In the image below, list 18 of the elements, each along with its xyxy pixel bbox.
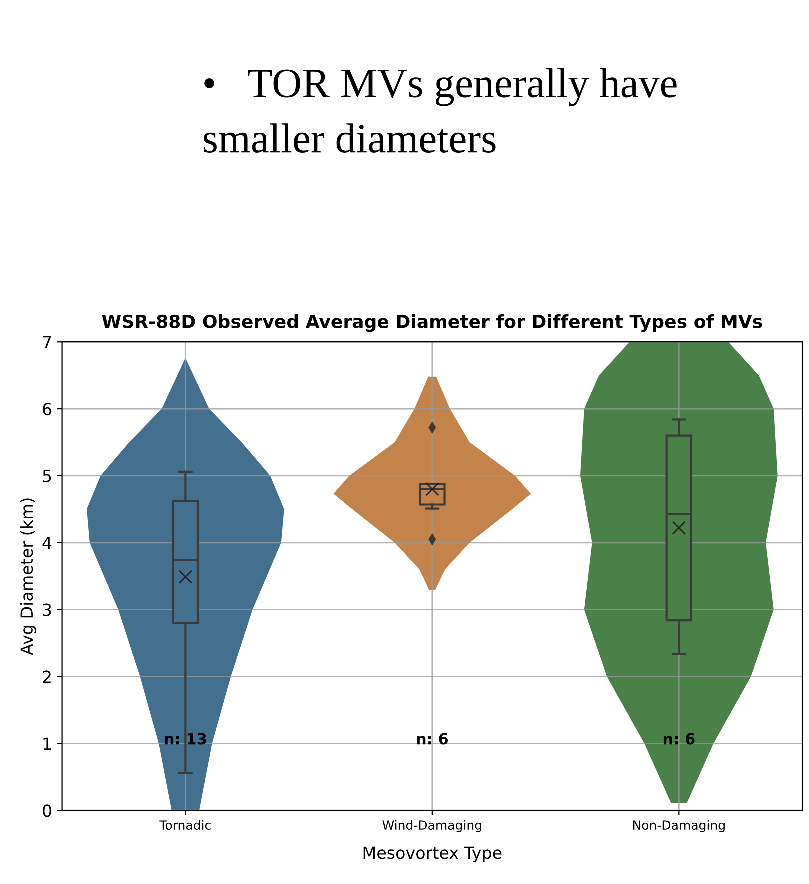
annotation: n: 13: [165, 733, 206, 745]
chart-title: WSR-88D Observed Average Diameter for Different Types of MVs: [102, 314, 762, 332]
x-axis-title: Mesovortex Type: [364, 846, 502, 862]
y-tick-label: 5: [43, 470, 52, 483]
annotation: n: 6: [664, 733, 695, 745]
y-tick-label: 1: [44, 738, 52, 750]
y-tick-label: 0: [43, 804, 52, 818]
y-tick-label: 4: [42, 537, 52, 550]
y-axis-title: Avg Diameter (km): [20, 498, 36, 656]
y-tick-label: 3: [43, 604, 52, 616]
x-tick-label: Tornadic: [160, 820, 211, 830]
x-tick-label: Non-Damaging: [633, 820, 725, 832]
y-tick-label: 2: [43, 670, 51, 684]
y-tick-label: 7: [43, 336, 52, 348]
text: • TOR MVs generally have smaller diameters: [204, 68, 677, 153]
y-tick-label: 6: [43, 403, 52, 416]
x-tick-label: Wind-Damaging: [382, 820, 482, 832]
annotation: n: 6: [417, 733, 448, 745]
